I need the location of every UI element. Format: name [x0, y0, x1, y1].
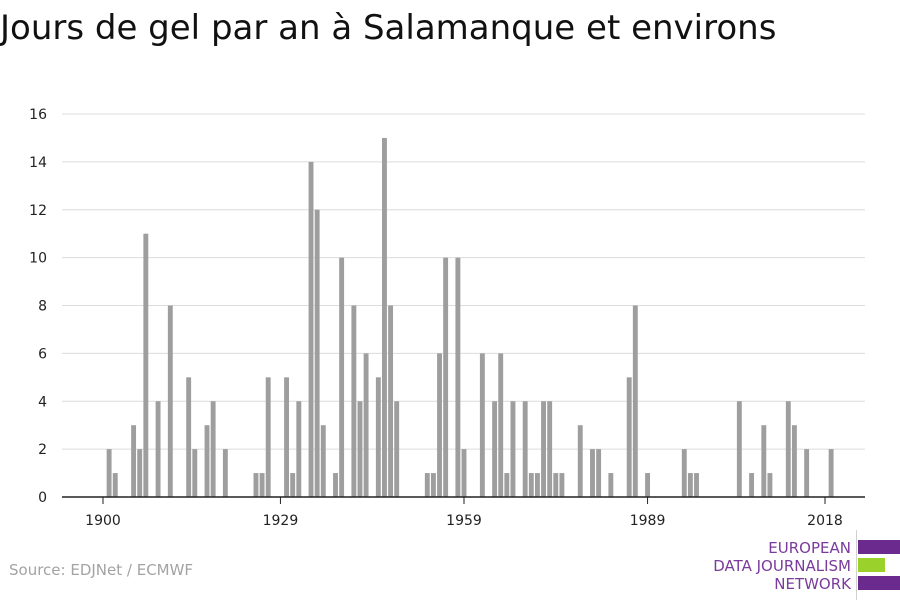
bar-1909 [155, 401, 161, 497]
y-tick-label: 12 [29, 203, 47, 219]
y-tick-label: 10 [29, 251, 47, 267]
bar-1907 [143, 233, 149, 497]
logo-line-1: EUROPEAN [768, 539, 851, 557]
bar-1917 [204, 425, 210, 497]
bar-1926 [259, 473, 265, 497]
bar-1958 [455, 257, 461, 498]
bar-1966 [504, 473, 510, 497]
bar-1969 [522, 401, 528, 497]
bar-1981 [596, 449, 602, 498]
y-tick-label: 8 [38, 299, 47, 315]
bar-1989 [645, 473, 651, 497]
bar-1980 [590, 449, 595, 498]
bar-1938 [333, 473, 338, 497]
logo-bar-purple-top [858, 540, 900, 554]
x-tick-label: 1989 [630, 513, 666, 529]
bar-1946 [382, 137, 387, 497]
bar-1983 [608, 473, 614, 497]
bar-1954 [430, 473, 436, 497]
bar-1939 [339, 257, 345, 498]
y-tick-label: 2 [38, 442, 47, 458]
gridlines [62, 113, 865, 450]
bar-1934 [308, 161, 314, 498]
x-tick-label: 1900 [85, 513, 121, 529]
x-tick-label: 1929 [263, 513, 299, 529]
bar-1941 [351, 305, 357, 497]
x-tick-label: 1959 [446, 513, 482, 529]
bar-1956 [443, 257, 449, 498]
bars [106, 137, 834, 498]
bar-2008 [761, 425, 767, 497]
bar-2015 [804, 449, 810, 498]
bar-1935 [314, 209, 320, 497]
logo-line-2: DATA JOURNALISM [713, 557, 851, 575]
x-tick-label: 2018 [807, 513, 843, 529]
bar-1973 [547, 401, 553, 497]
bar-1942 [357, 401, 363, 497]
bar-1967 [510, 401, 516, 497]
bar-1962 [479, 353, 485, 498]
x-tick-labels: 1900 1929 1959 1989 2018 [85, 513, 843, 529]
logo-bar-green [858, 558, 885, 572]
bar-1964 [492, 401, 498, 497]
bar-2004 [736, 401, 742, 497]
bar-2006 [749, 473, 755, 497]
bar-1996 [687, 473, 693, 497]
bar-1945 [375, 377, 381, 497]
bar-1931 [290, 473, 296, 497]
bar-1972 [541, 401, 546, 497]
bar-1920 [222, 449, 228, 498]
source-note: Source: EDJNet / ECMWF [9, 561, 194, 579]
bar-1971 [534, 473, 540, 497]
x-axis [62, 496, 865, 504]
bar-1959 [461, 449, 467, 498]
bar-2019 [828, 449, 834, 498]
y-tick-label: 0 [38, 490, 47, 506]
bar-1915 [192, 449, 198, 498]
bar-1901 [106, 449, 112, 498]
bar-2012 [785, 401, 791, 497]
bar-1995 [681, 449, 687, 498]
bar-1927 [265, 377, 271, 497]
bar-2009 [767, 473, 773, 497]
bar-1930 [284, 377, 290, 497]
bar-1914 [186, 377, 192, 497]
bar-1936 [320, 425, 326, 497]
edjnet-logo: EUROPEAN DATA JOURNALISM NETWORK [700, 530, 900, 600]
bar-2013 [791, 425, 797, 497]
bar-1955 [437, 353, 442, 498]
bar-1925 [253, 473, 259, 497]
bar-1986 [626, 377, 632, 497]
bar-1947 [388, 305, 394, 497]
chart-title: Jours de gel par an à Salamanque et envi… [0, 8, 777, 48]
y-tick-label: 16 [29, 107, 47, 123]
y-tick-label: 6 [38, 346, 47, 362]
y-tick-labels: 0 2 4 6 8 10 12 14 16 [29, 107, 47, 506]
bar-1932 [296, 401, 302, 497]
bar-1953 [424, 473, 430, 497]
bar-1902 [112, 473, 118, 497]
logo-line-3: NETWORK [774, 575, 851, 593]
bar-1997 [694, 473, 699, 497]
bar-1975 [559, 473, 565, 497]
bar-1911 [167, 305, 173, 497]
bar-1905 [131, 425, 137, 497]
bar-1974 [553, 473, 559, 497]
bar-1906 [137, 449, 143, 498]
bar-1948 [394, 401, 400, 497]
bar-1970 [528, 473, 534, 497]
bar-1978 [577, 425, 583, 497]
y-tick-label: 4 [38, 394, 47, 410]
bar-1965 [498, 353, 504, 498]
bar-1987 [632, 305, 638, 497]
bar-1918 [210, 401, 216, 497]
logo-bar-purple-bottom [858, 576, 900, 590]
logo-divider [856, 530, 857, 600]
bar-1943 [363, 353, 369, 498]
y-tick-label: 14 [29, 155, 47, 171]
